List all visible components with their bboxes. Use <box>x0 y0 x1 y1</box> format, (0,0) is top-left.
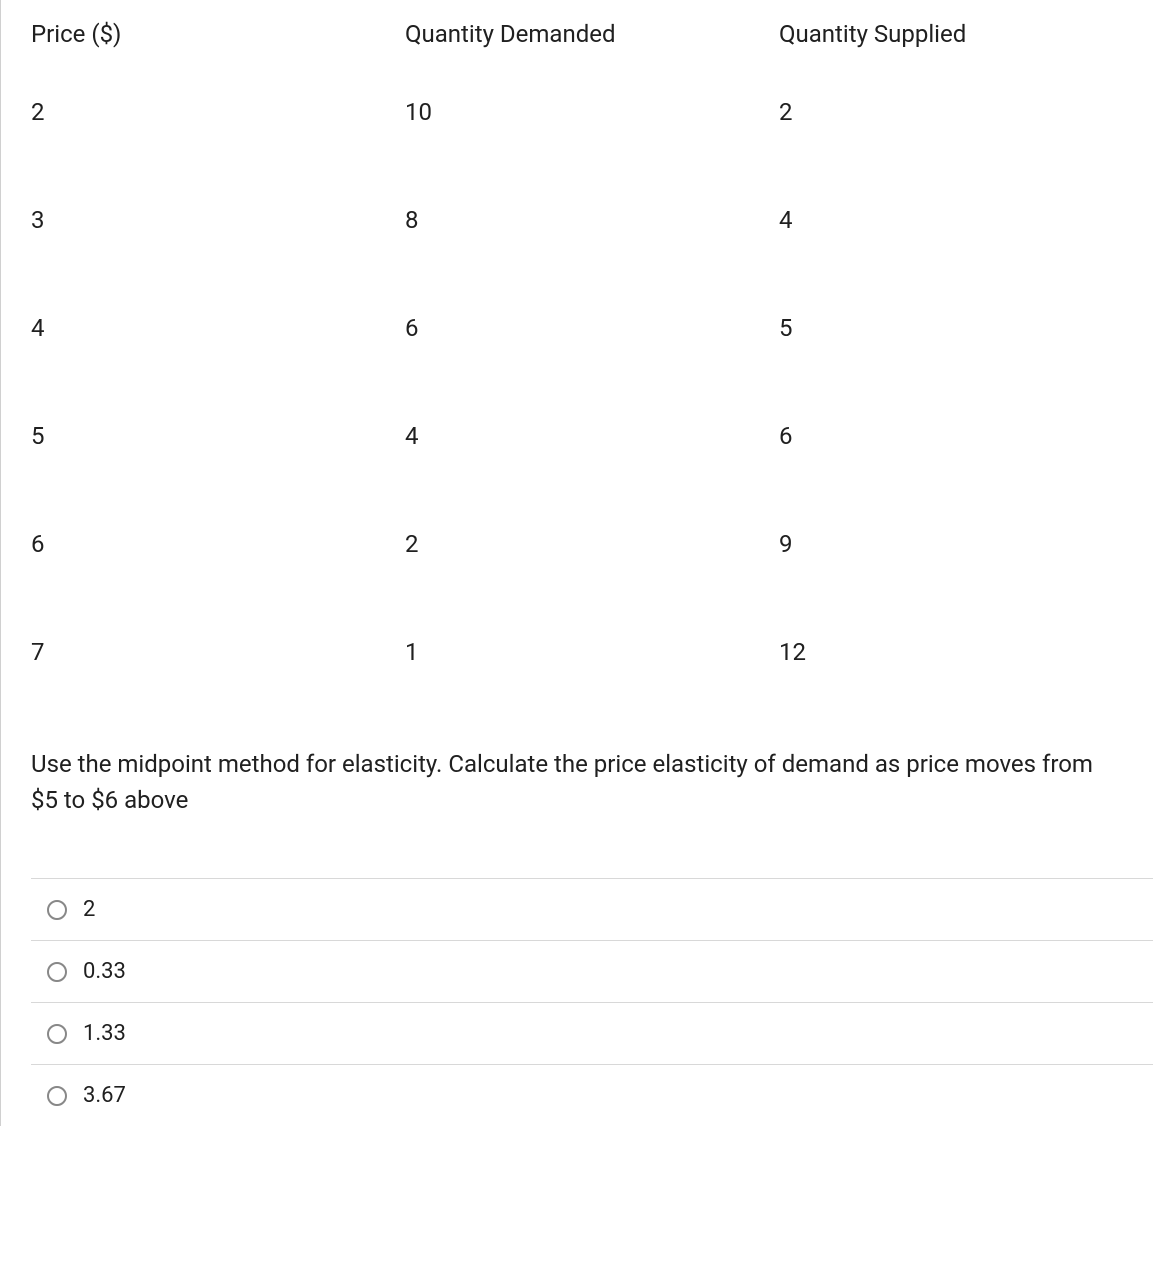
table-row: 2102 <box>31 98 1153 206</box>
answer-row[interactable]: 0.33 <box>31 940 1153 1002</box>
answer-label[interactable]: 2 <box>83 897 95 922</box>
answer-row[interactable]: 1.33 <box>31 1002 1153 1064</box>
table-cell: 3 <box>31 206 405 314</box>
answer-row[interactable]: 3.67 <box>31 1064 1153 1126</box>
table-body: 21023844655466297112 <box>31 98 1153 716</box>
table-cell: 8 <box>405 206 779 314</box>
table-cell: 10 <box>405 98 779 206</box>
data-table: Price ($) Quantity Demanded Quantity Sup… <box>31 20 1153 716</box>
table-cell: 4 <box>405 422 779 530</box>
answer-options: 2 0.33 1.33 3.67 <box>31 878 1153 1126</box>
table-row: 465 <box>31 314 1153 422</box>
radio-option[interactable] <box>47 962 67 982</box>
radio-option[interactable] <box>47 1086 67 1106</box>
answer-label[interactable]: 1.33 <box>83 1021 126 1046</box>
table-cell: 5 <box>779 314 1153 422</box>
table-cell: 4 <box>31 314 405 422</box>
table-cell: 6 <box>405 314 779 422</box>
answer-row[interactable]: 2 <box>31 878 1153 940</box>
table-cell: 1 <box>405 638 779 716</box>
question-text: Use the midpoint method for elasticity. … <box>31 716 1153 878</box>
table-cell: 4 <box>779 206 1153 314</box>
table-cell: 9 <box>779 530 1153 638</box>
table-cell: 6 <box>31 530 405 638</box>
table-cell: 6 <box>779 422 1153 530</box>
column-header-price: Price ($) <box>31 20 405 98</box>
table-row: 384 <box>31 206 1153 314</box>
answer-label[interactable]: 3.67 <box>83 1083 126 1108</box>
table-row: 546 <box>31 422 1153 530</box>
column-header-supplied: Quantity Supplied <box>779 20 1153 98</box>
table-cell: 2 <box>405 530 779 638</box>
table-row: 7112 <box>31 638 1153 716</box>
column-header-demanded: Quantity Demanded <box>405 20 779 98</box>
radio-option[interactable] <box>47 900 67 920</box>
table-cell: 2 <box>779 98 1153 206</box>
answer-label[interactable]: 0.33 <box>83 959 126 984</box>
table-row: 629 <box>31 530 1153 638</box>
radio-option[interactable] <box>47 1024 67 1044</box>
table-cell: 12 <box>779 638 1153 716</box>
table-cell: 2 <box>31 98 405 206</box>
table-cell: 7 <box>31 638 405 716</box>
table-cell: 5 <box>31 422 405 530</box>
